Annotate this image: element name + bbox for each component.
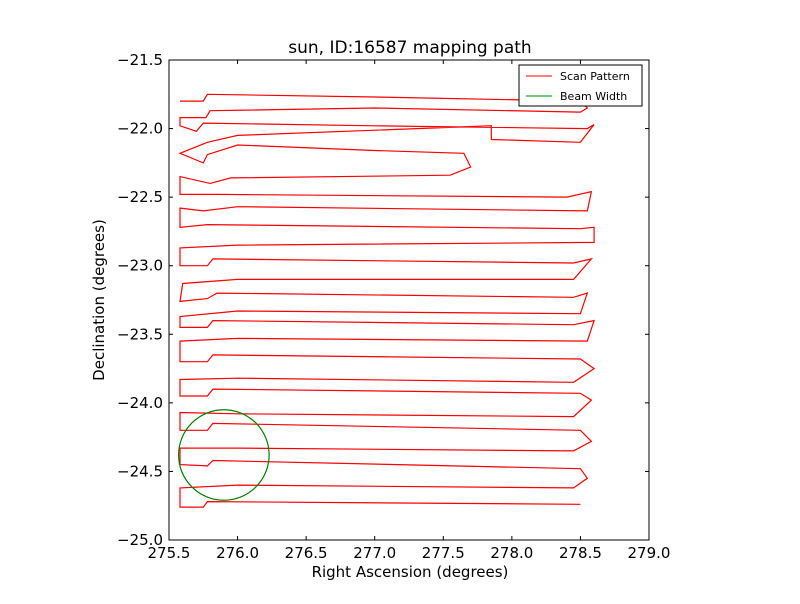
y-tick-label: −22.0 (117, 120, 163, 138)
x-axis-ticks: 275.5 276.0 276.5 277.0 277.5 278.0 278.5 279.0 (148, 60, 671, 562)
x-tick-label: 276.0 (216, 544, 259, 562)
x-tick-label: 277.5 (422, 544, 465, 562)
x-tick-label: 275.5 (148, 544, 191, 562)
x-axis-label: Right Ascension (degrees) (312, 563, 509, 581)
axes-frame (168, 59, 650, 541)
y-tick-label: −23.0 (117, 257, 163, 275)
chart-title: sun, ID:16587 mapping path (288, 38, 531, 58)
beam-width-circle (178, 409, 270, 501)
x-tick-label: 279.0 (628, 544, 671, 562)
x-tick-label: 278.5 (559, 544, 602, 562)
y-axis-ticks: −21.5 −22.0 −22.5 −23.0 −23.5 −24.0 −24.5 −25.0 (117, 51, 649, 549)
y-tick-label: −22.5 (117, 188, 163, 206)
legend-box (518, 64, 643, 107)
scan-pattern-line (178, 93, 596, 508)
y-tick-label: −25.0 (117, 531, 163, 549)
legend-label-scan-pattern: Scan Pattern (560, 70, 630, 83)
x-tick-label: 277.0 (353, 544, 396, 562)
legend-label-beam-width: Beam Width (560, 90, 627, 103)
y-tick-label: −23.5 (117, 325, 163, 343)
y-axis-label: Declination (degrees) (90, 219, 108, 381)
x-tick-label: 278.0 (490, 544, 533, 562)
plot-area (168, 59, 650, 541)
x-tick-label: 276.5 (285, 544, 328, 562)
y-tick-label: −24.5 (117, 462, 163, 480)
y-tick-label: −24.0 (117, 394, 163, 412)
y-tick-label: −21.5 (117, 51, 163, 69)
legend: Scan Pattern Beam Width (518, 64, 643, 107)
